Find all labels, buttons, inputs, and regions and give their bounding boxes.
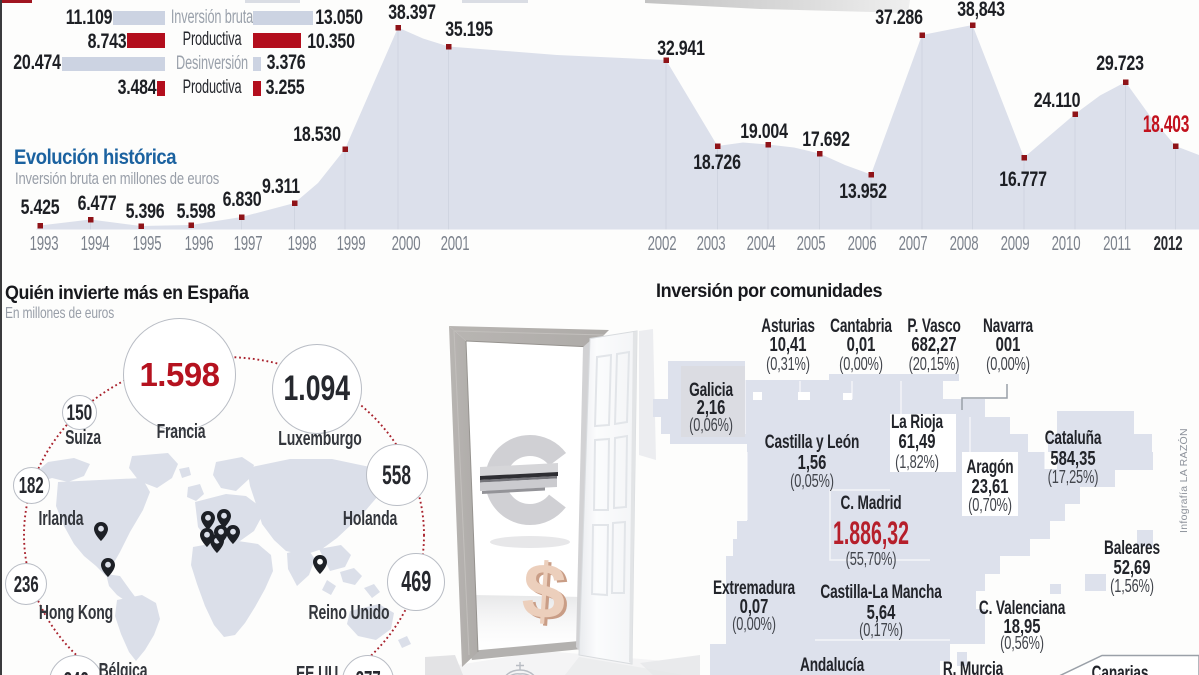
svg-text:$: $: [519, 546, 568, 637]
svg-text:$: $: [522, 548, 571, 639]
